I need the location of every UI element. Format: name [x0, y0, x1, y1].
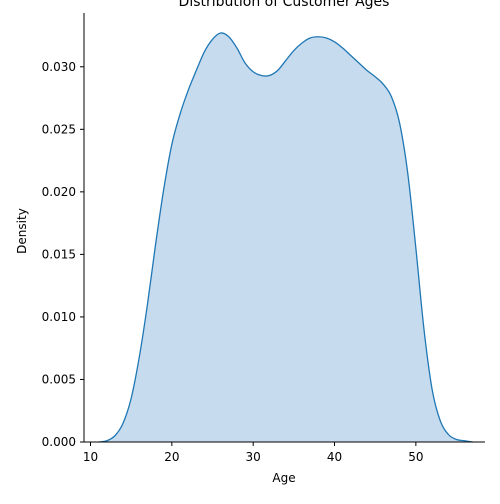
density-area-fill [98, 32, 473, 442]
x-tick-label: 20 [164, 450, 179, 464]
y-tick-label: 0.025 [42, 122, 76, 136]
y-axis-ticks: 0.000 0.005 0.010 0.015 0.020 0.025 0.030 [42, 60, 84, 449]
x-tick-label: 40 [327, 450, 342, 464]
x-tick-label: 50 [408, 450, 423, 464]
y-tick-label: 0.020 [42, 185, 76, 199]
x-axis-label: Age [272, 471, 295, 485]
x-axis-ticks: 10 20 30 40 50 [83, 442, 424, 464]
y-tick-label: 0.015 [42, 247, 76, 261]
y-tick-label: 0.000 [42, 435, 76, 449]
y-tick-label: 0.010 [42, 310, 76, 324]
density-curve-line [98, 32, 473, 443]
plot-area [98, 32, 473, 443]
chart-title: Distribution of Customer Ages [179, 0, 390, 10]
y-tick-label: 0.030 [42, 60, 76, 74]
y-axis-label: Density [15, 208, 29, 254]
x-tick-label: 30 [246, 450, 261, 464]
x-tick-label: 10 [83, 450, 98, 464]
y-tick-label: 0.005 [42, 372, 76, 386]
